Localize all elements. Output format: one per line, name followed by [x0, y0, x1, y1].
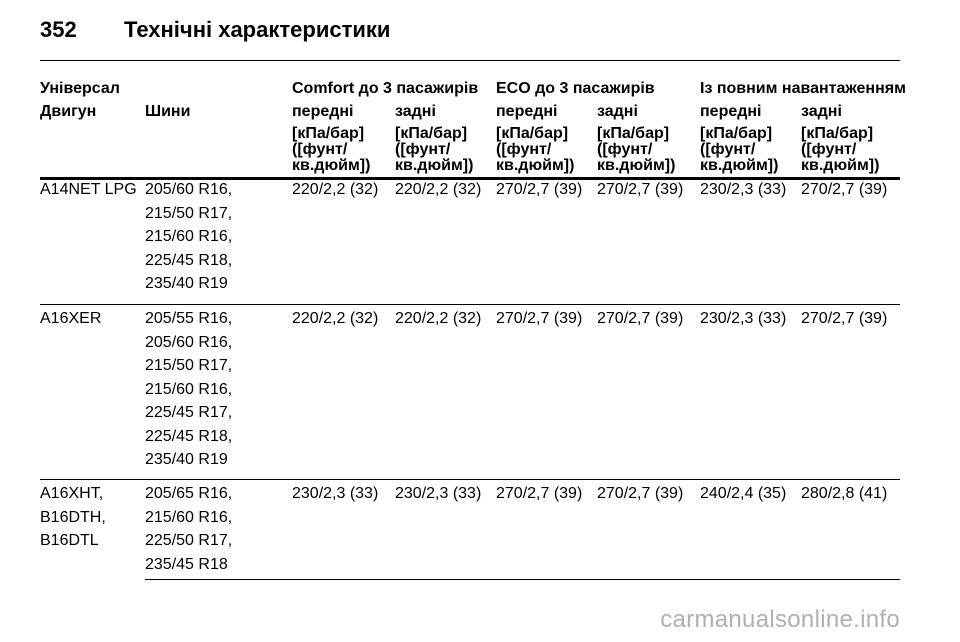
- tyre-size: 225/45 R17,: [145, 404, 233, 421]
- unit-line-2: ([фунт/: [395, 141, 451, 158]
- pressure-cell: 240/2,4 (35): [700, 485, 787, 502]
- watermark: carmanualsonline.info: [660, 606, 900, 633]
- unit-line-3: кв.дюйм]): [801, 157, 880, 174]
- row-2-engine: A16XER: [40, 307, 101, 331]
- header-engine: Двигун: [40, 103, 97, 120]
- pressure-cell: 270/2,7 (39): [496, 485, 583, 502]
- tyre-size: 205/55 R16,: [145, 310, 233, 327]
- tyre-size: 215/60 R16,: [145, 228, 233, 245]
- pressure-cell: 270/2,7 (39): [496, 181, 583, 198]
- tyre-size: 225/50 R17,: [145, 532, 233, 549]
- row-divider: [40, 304, 900, 305]
- pressure-cell: 270/2,7 (39): [597, 485, 684, 502]
- unit-label: [кПа/бар] ([фунт/ кв.дюйм]): [395, 126, 499, 174]
- pressure-cell: 220/2,2 (32): [395, 310, 482, 327]
- unit-line-1: [кПа/бар]: [700, 125, 773, 142]
- pressure-cell: 270/2,7 (39): [801, 310, 888, 327]
- tyre-size: 215/60 R16,: [145, 380, 233, 398]
- header-group-comfort: Comfort до 3 пасажирів: [292, 80, 479, 97]
- pressure-cell: 230/2,3 (33): [700, 181, 787, 198]
- engine-name: A16XER: [40, 310, 102, 327]
- row-3-tyres: 205/65 R16, 215/60 R16, 225/50 R17, 235/…: [145, 482, 232, 576]
- header-rear-comfort: задні: [395, 103, 436, 120]
- header-rear-eco: задні: [597, 103, 638, 120]
- unit-line-1: [кПа/бар]: [292, 125, 365, 142]
- tyre-size: 215/50 R17,: [145, 204, 233, 222]
- pressure-cell: 270/2,7 (39): [496, 310, 583, 327]
- header-front-eco: передні: [496, 103, 558, 120]
- tyre-size: 205/65 R16,: [145, 485, 233, 502]
- pressure-cell: 230/2,3 (33): [395, 485, 482, 502]
- unit-line-1: [кПа/бар]: [395, 125, 468, 142]
- tyre-size: 225/45 R18,: [145, 427, 233, 445]
- unit-label: [кПа/бар] ([фунт/ кв.дюйм]): [801, 126, 905, 174]
- pressure-cell: 270/2,7 (39): [597, 181, 684, 198]
- unit-label: [кПа/бар] ([фунт/ кв.дюйм]): [496, 126, 600, 174]
- unit-line-2: ([фунт/: [597, 141, 653, 158]
- row-1-engine: A14NET LPG: [40, 178, 137, 202]
- header-rear-full: задні: [801, 103, 842, 120]
- unit-label: [кПа/бар] ([фунт/ кв.дюйм]): [597, 126, 701, 174]
- unit-line-2: ([фунт/: [700, 141, 756, 158]
- row-divider: [145, 579, 900, 580]
- row-2-tyres: 205/55 R16, 205/60 R16, 215/50 R17, 215/…: [145, 307, 232, 472]
- tyre-size: 235/45 R18: [145, 555, 228, 573]
- tyre-size: 225/45 R18,: [145, 251, 233, 269]
- header-front-full: передні: [700, 103, 762, 120]
- tyre-size: 235/40 R19: [145, 451, 228, 468]
- header-group-full-load: Із повним навантаженням: [700, 80, 906, 97]
- header-tyres: Шини: [145, 103, 191, 120]
- pressure-cell: 230/2,3 (33): [292, 485, 379, 502]
- engine-name: B16DTH,: [40, 508, 106, 526]
- header-group-eco: ECO до 3 пасажирів: [496, 80, 655, 97]
- unit-label: [кПа/бар] ([фунт/ кв.дюйм]): [700, 126, 804, 174]
- tyre-size: 205/60 R16,: [145, 333, 233, 351]
- unit-line-1: [кПа/бар]: [496, 125, 569, 142]
- row-1-tyres: 205/60 R16, 215/50 R17, 215/60 R16, 225/…: [145, 178, 232, 296]
- unit-label: [кПа/бар] ([фунт/ кв.дюйм]): [292, 126, 396, 174]
- unit-line-1: [кПа/бар]: [597, 125, 670, 142]
- header-universal: Універсал: [40, 80, 120, 97]
- tyre-size: 205/60 R16,: [145, 181, 233, 198]
- pressure-cell: 270/2,7 (39): [597, 310, 684, 327]
- unit-line-3: кв.дюйм]): [700, 157, 779, 174]
- pressure-cell: 220/2,2 (32): [395, 181, 482, 198]
- pressure-cell: 270/2,7 (39): [801, 181, 888, 198]
- header-divider: [40, 177, 900, 180]
- pressure-cell: 220/2,2 (32): [292, 310, 379, 327]
- unit-line-3: кв.дюйм]): [496, 157, 575, 174]
- unit-line-2: ([фунт/: [496, 141, 552, 158]
- page-title: Технічні характеристики: [124, 17, 391, 42]
- unit-line-2: ([фунт/: [292, 141, 348, 158]
- engine-name: B16DTL: [40, 532, 99, 549]
- pressure-cell: 230/2,3 (33): [700, 310, 787, 327]
- top-divider: [40, 60, 900, 61]
- tyre-size: 235/40 R19: [145, 275, 228, 292]
- unit-line-3: кв.дюйм]): [597, 157, 676, 174]
- pressure-cell: 280/2,8 (41): [801, 485, 888, 502]
- page-header: 352 Технічні характеристики: [40, 17, 390, 43]
- tyre-size: 215/60 R16,: [145, 508, 233, 526]
- engine-name: A16XHT,: [40, 485, 104, 502]
- pressure-cell: 220/2,2 (32): [292, 181, 379, 198]
- unit-line-2: ([фунт/: [801, 141, 857, 158]
- engine-name: A14NET LPG: [40, 181, 137, 198]
- row-3-engine: A16XHT, B16DTH, B16DTL: [40, 482, 106, 553]
- unit-line-1: [кПа/бар]: [801, 125, 874, 142]
- page-number: 352: [40, 17, 77, 42]
- header-front-comfort: передні: [292, 103, 354, 120]
- tyre-size: 215/50 R17,: [145, 357, 233, 374]
- unit-line-3: кв.дюйм]): [292, 157, 371, 174]
- row-divider: [40, 479, 900, 480]
- unit-line-3: кв.дюйм]): [395, 157, 474, 174]
